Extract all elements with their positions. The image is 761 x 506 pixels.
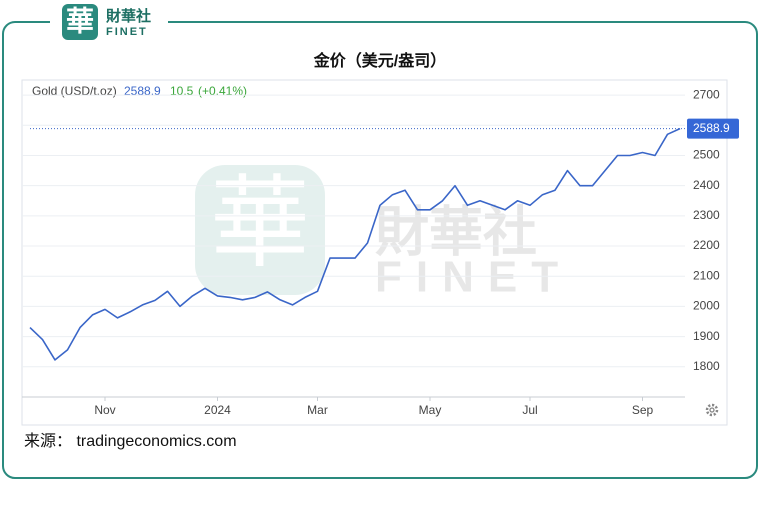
legend-name: Gold (USD/t.oz) — [32, 84, 117, 98]
x-tick-label: Mar — [307, 403, 328, 417]
chart-title: 金价（美元/盎司） — [313, 51, 446, 70]
line — [29, 127, 681, 361]
source: 来源： tradingeconomics.com — [24, 432, 237, 450]
x-tick-label: Sep — [632, 403, 654, 417]
y-tick-label: 1800 — [693, 359, 720, 373]
y-tick-label: 2100 — [693, 268, 720, 282]
logo-mark: 華 — [66, 5, 94, 38]
x-tick-label: Nov — [94, 403, 115, 417]
last-price-label: 2588.9 — [693, 121, 730, 135]
y-tick-label: 2500 — [693, 148, 720, 162]
watermark-name: 財華社 — [375, 202, 537, 262]
frame — [2, 21, 758, 479]
logo-mark-bg — [62, 4, 98, 40]
legend-change: 10.5 — [170, 84, 194, 98]
watermark-box — [195, 165, 325, 295]
y-tick-label: 2700 — [693, 87, 720, 101]
y-tick-label: 2400 — [693, 178, 720, 192]
watermark-mark: 華 — [210, 165, 310, 282]
watermark: 華 財華社 FINET — [195, 165, 572, 302]
settings-icon[interactable] — [705, 403, 719, 417]
logo-name: 財華社 — [105, 7, 151, 25]
gear-hub — [709, 407, 715, 413]
x-tick-label: 2024 — [204, 403, 231, 417]
y-tick-label: 2000 — [693, 299, 720, 313]
plot-frame — [21, 79, 728, 426]
last-price-box — [687, 118, 739, 139]
x-tick-label: Jul — [522, 403, 537, 417]
gear-teeth — [705, 403, 719, 417]
legend-change-percent: (+0.41%) — [198, 84, 247, 98]
watermark-latin: FINET — [375, 253, 572, 302]
y-tick-label: 1900 — [693, 329, 720, 343]
logo-latin: FINET — [106, 26, 148, 38]
legend-last: 2588.9 — [124, 84, 161, 98]
y-tick-label: 2300 — [693, 208, 720, 222]
y-tick-label: 2200 — [693, 238, 720, 252]
x-tick-label: May — [419, 403, 442, 417]
